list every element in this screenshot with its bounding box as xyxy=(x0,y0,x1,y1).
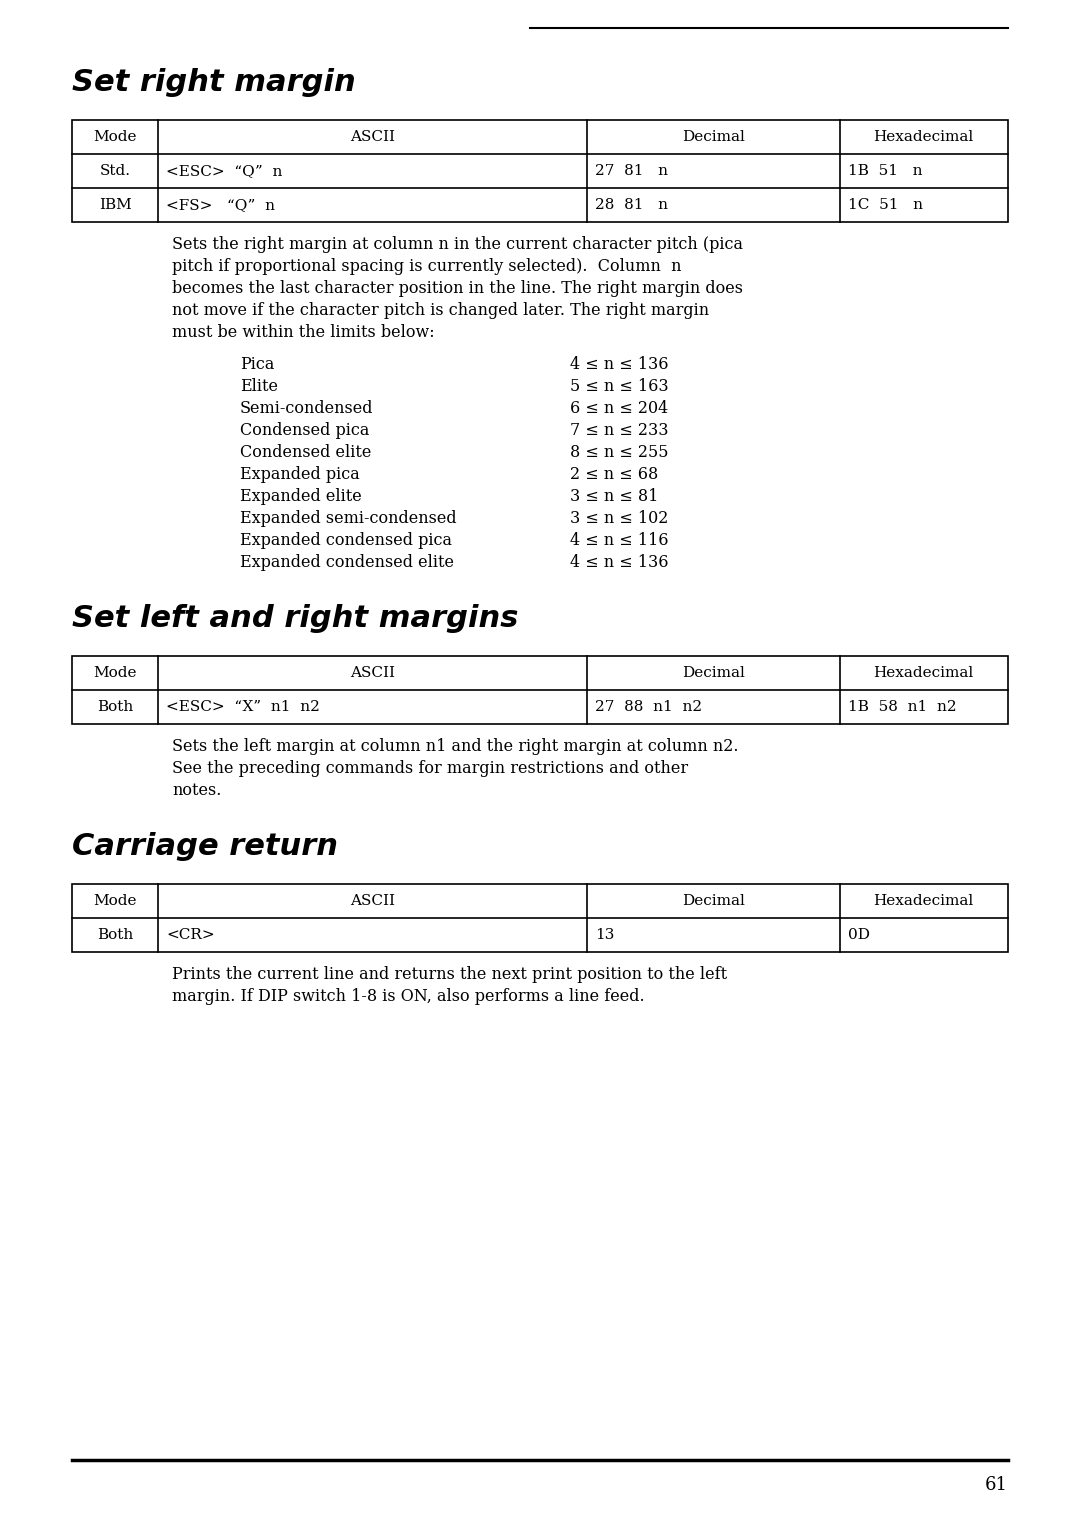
Text: must be within the limits below:: must be within the limits below: xyxy=(172,325,434,341)
Bar xyxy=(72,884,1008,953)
Text: Decimal: Decimal xyxy=(681,666,744,680)
Text: notes.: notes. xyxy=(172,781,221,799)
Text: Decimal: Decimal xyxy=(681,894,744,909)
Text: 27  88  n1  n2: 27 88 n1 n2 xyxy=(595,699,702,715)
Text: <ESC>  “Q”  n: <ESC> “Q” n xyxy=(166,164,283,177)
Text: IBM: IBM xyxy=(98,199,132,212)
Text: Hexadecimal: Hexadecimal xyxy=(874,130,974,144)
Text: Std.: Std. xyxy=(99,164,131,177)
Text: margin. If DIP switch 1-8 is ON, also performs a line feed.: margin. If DIP switch 1-8 is ON, also pe… xyxy=(172,988,645,1004)
Text: Prints the current line and returns the next print position to the left: Prints the current line and returns the … xyxy=(172,966,727,983)
Text: ASCII: ASCII xyxy=(350,666,395,680)
Text: 6 ≤ n ≤ 204: 6 ≤ n ≤ 204 xyxy=(570,400,669,417)
Text: Expanded semi-condensed: Expanded semi-condensed xyxy=(240,510,457,526)
Text: Condensed pica: Condensed pica xyxy=(240,422,369,438)
Text: Expanded condensed pica: Expanded condensed pica xyxy=(240,532,453,549)
Text: 28  81   n: 28 81 n xyxy=(595,199,667,212)
Text: ASCII: ASCII xyxy=(350,894,395,909)
Text: 5 ≤ n ≤ 163: 5 ≤ n ≤ 163 xyxy=(570,378,669,394)
Text: pitch if proportional spacing is currently selected).  Column  n: pitch if proportional spacing is current… xyxy=(172,258,681,275)
Text: ASCII: ASCII xyxy=(350,130,395,144)
Text: Sets the right margin at column n in the current character pitch (pica: Sets the right margin at column n in the… xyxy=(172,237,743,253)
Text: 2 ≤ n ≤ 68: 2 ≤ n ≤ 68 xyxy=(570,466,658,482)
Text: 27  81   n: 27 81 n xyxy=(595,164,667,177)
Text: Both: Both xyxy=(97,928,133,942)
Text: Decimal: Decimal xyxy=(681,130,744,144)
Text: Expanded condensed elite: Expanded condensed elite xyxy=(240,554,454,570)
Text: 1B  58  n1  n2: 1B 58 n1 n2 xyxy=(848,699,956,715)
Text: 0D: 0D xyxy=(848,928,869,942)
Text: Set left and right margins: Set left and right margins xyxy=(72,604,518,633)
Text: Elite: Elite xyxy=(240,378,278,394)
Text: <ESC>  “X”  n1  n2: <ESC> “X” n1 n2 xyxy=(166,699,320,715)
Text: Condensed elite: Condensed elite xyxy=(240,444,372,461)
Text: Mode: Mode xyxy=(93,666,137,680)
Bar xyxy=(72,120,1008,221)
Text: <FS>   “Q”  n: <FS> “Q” n xyxy=(166,199,275,212)
Text: Carriage return: Carriage return xyxy=(72,831,338,862)
Text: Expanded pica: Expanded pica xyxy=(240,466,360,482)
Text: 61: 61 xyxy=(985,1476,1008,1494)
Text: 3 ≤ n ≤ 81: 3 ≤ n ≤ 81 xyxy=(570,488,659,505)
Text: Mode: Mode xyxy=(93,894,137,909)
Text: 4 ≤ n ≤ 136: 4 ≤ n ≤ 136 xyxy=(570,554,669,570)
Text: Expanded elite: Expanded elite xyxy=(240,488,362,505)
Bar xyxy=(72,655,1008,724)
Text: <CR>: <CR> xyxy=(166,928,215,942)
Text: Hexadecimal: Hexadecimal xyxy=(874,894,974,909)
Text: 4 ≤ n ≤ 136: 4 ≤ n ≤ 136 xyxy=(570,356,669,373)
Text: Set right margin: Set right margin xyxy=(72,68,355,97)
Text: 3 ≤ n ≤ 102: 3 ≤ n ≤ 102 xyxy=(570,510,669,526)
Text: 1C  51   n: 1C 51 n xyxy=(848,199,922,212)
Text: 8 ≤ n ≤ 255: 8 ≤ n ≤ 255 xyxy=(570,444,669,461)
Text: Hexadecimal: Hexadecimal xyxy=(874,666,974,680)
Text: See the preceding commands for margin restrictions and other: See the preceding commands for margin re… xyxy=(172,760,688,777)
Text: becomes the last character position in the line. The right margin does: becomes the last character position in t… xyxy=(172,281,743,297)
Text: 7 ≤ n ≤ 233: 7 ≤ n ≤ 233 xyxy=(570,422,669,438)
Text: Semi-condensed: Semi-condensed xyxy=(240,400,374,417)
Text: Mode: Mode xyxy=(93,130,137,144)
Text: not move if the character pitch is changed later. The right margin: not move if the character pitch is chang… xyxy=(172,302,710,319)
Text: Both: Both xyxy=(97,699,133,715)
Text: 1B  51   n: 1B 51 n xyxy=(848,164,922,177)
Text: 13: 13 xyxy=(595,928,615,942)
Text: 4 ≤ n ≤ 116: 4 ≤ n ≤ 116 xyxy=(570,532,669,549)
Text: Pica: Pica xyxy=(240,356,274,373)
Text: Sets the left margin at column n1 and the right margin at column n2.: Sets the left margin at column n1 and th… xyxy=(172,737,739,755)
